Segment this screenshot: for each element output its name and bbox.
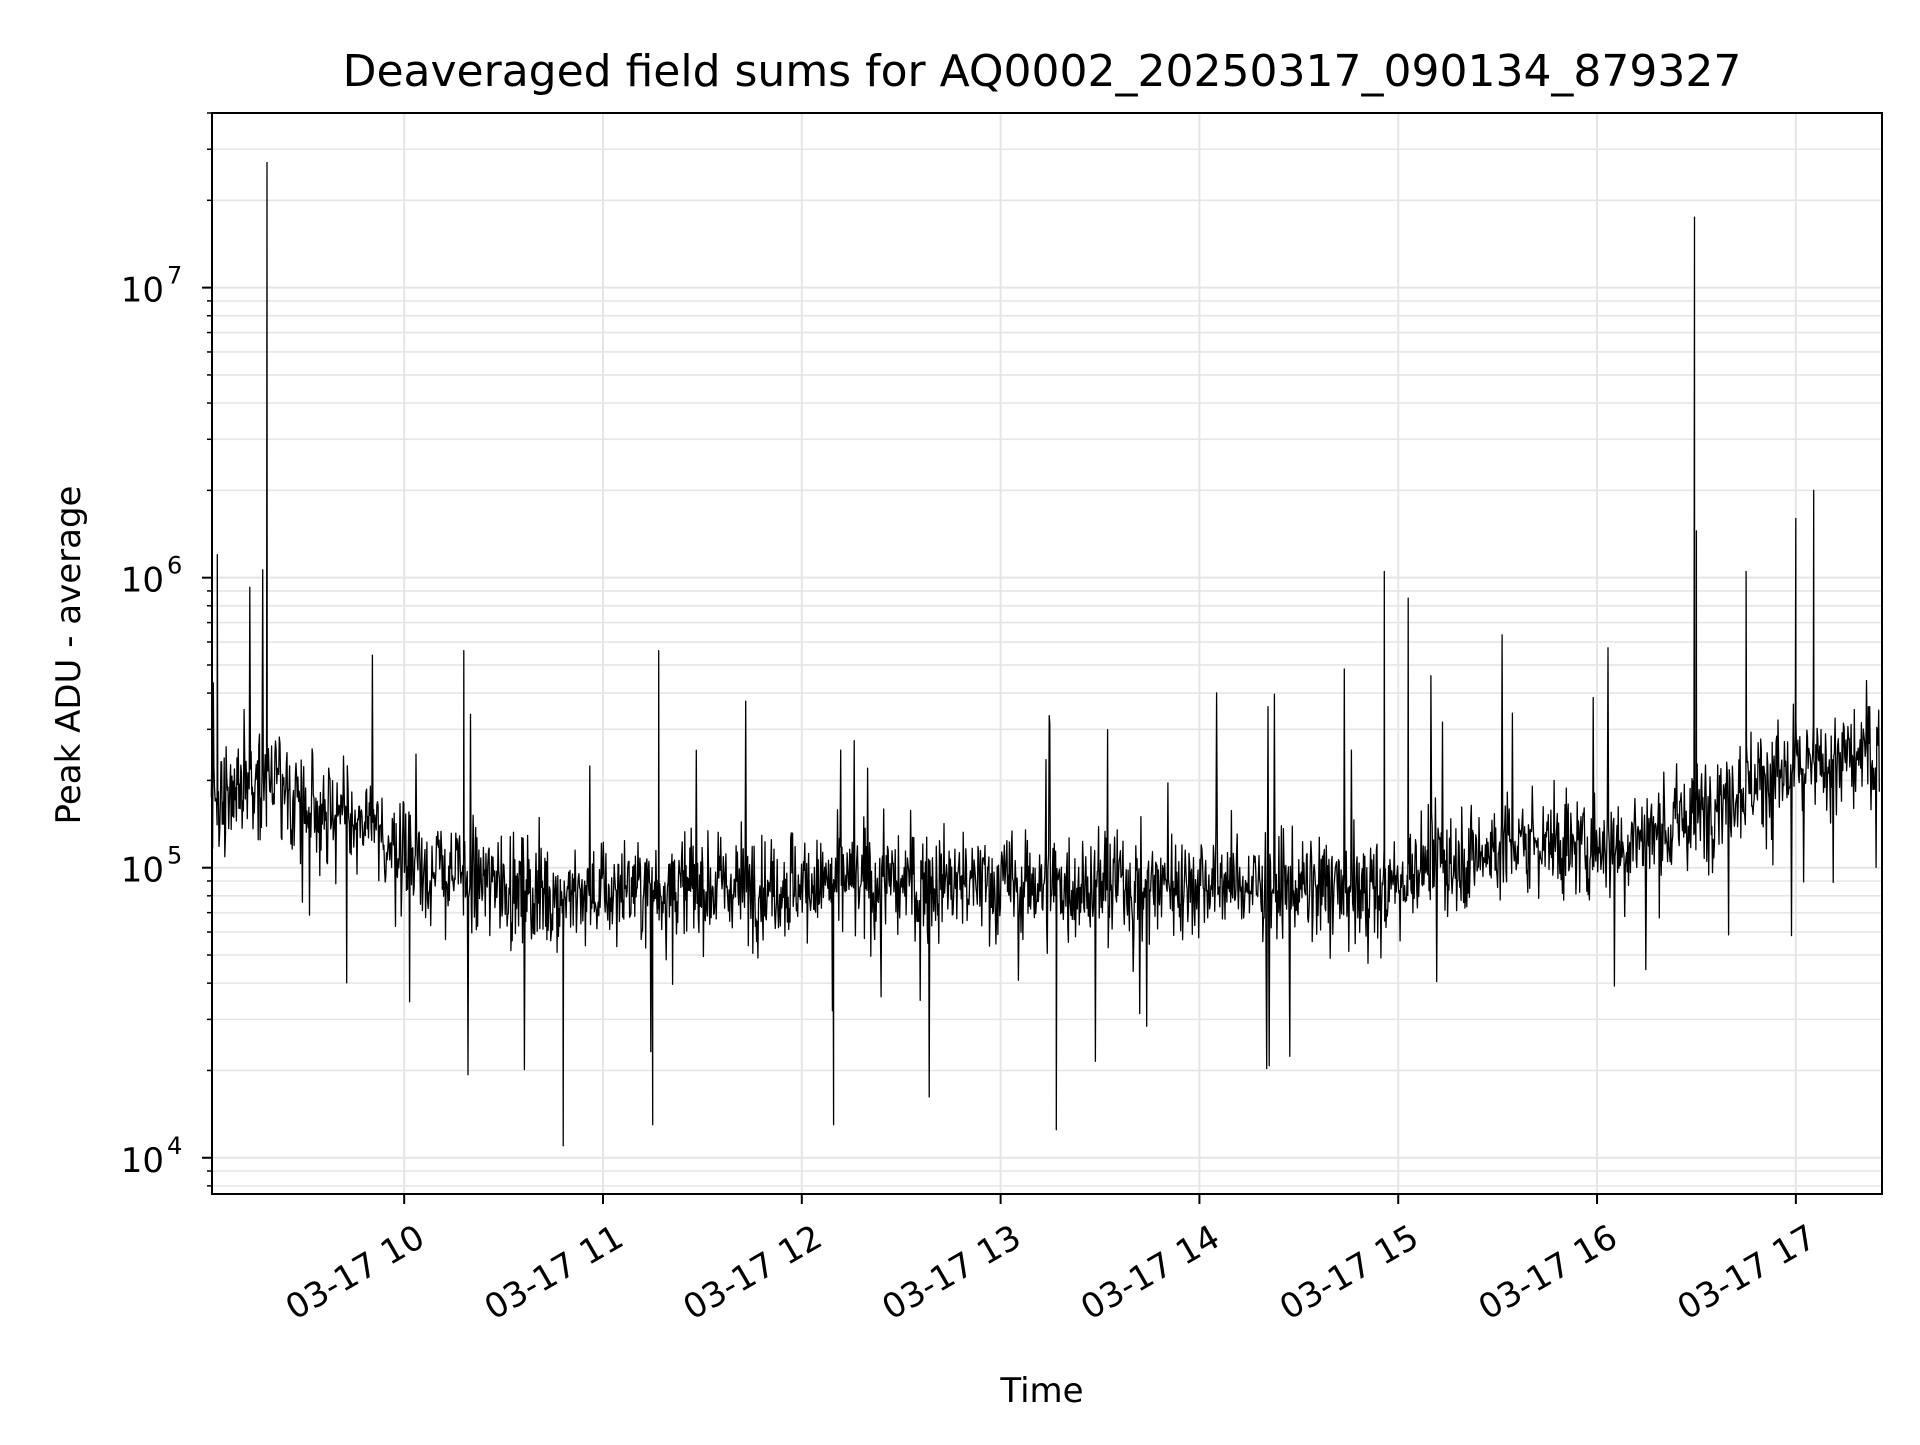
y-tick-label: 10 [121, 561, 164, 601]
x-axis-label: Time [999, 1371, 1083, 1411]
y-tick-label: 10 [121, 851, 164, 891]
series-line [210, 161, 1880, 1147]
grid-lines [212, 112, 1882, 1194]
plot-frame [211, 112, 1883, 1195]
y-tick-exponent: 4 [167, 1132, 182, 1160]
chart-title: Deaveraged field sums for AQ0002_2025031… [343, 46, 1742, 97]
y-tick-exponent: 7 [167, 262, 182, 290]
y-tick-label: 10 [121, 271, 164, 311]
series-layer [210, 161, 1880, 1147]
y-tick-label: 10 [121, 1141, 164, 1181]
y-tick-exponent: 5 [167, 842, 182, 870]
y-tick-exponent: 6 [167, 552, 182, 580]
y-axis-label: Peak ADU - average [49, 486, 89, 825]
